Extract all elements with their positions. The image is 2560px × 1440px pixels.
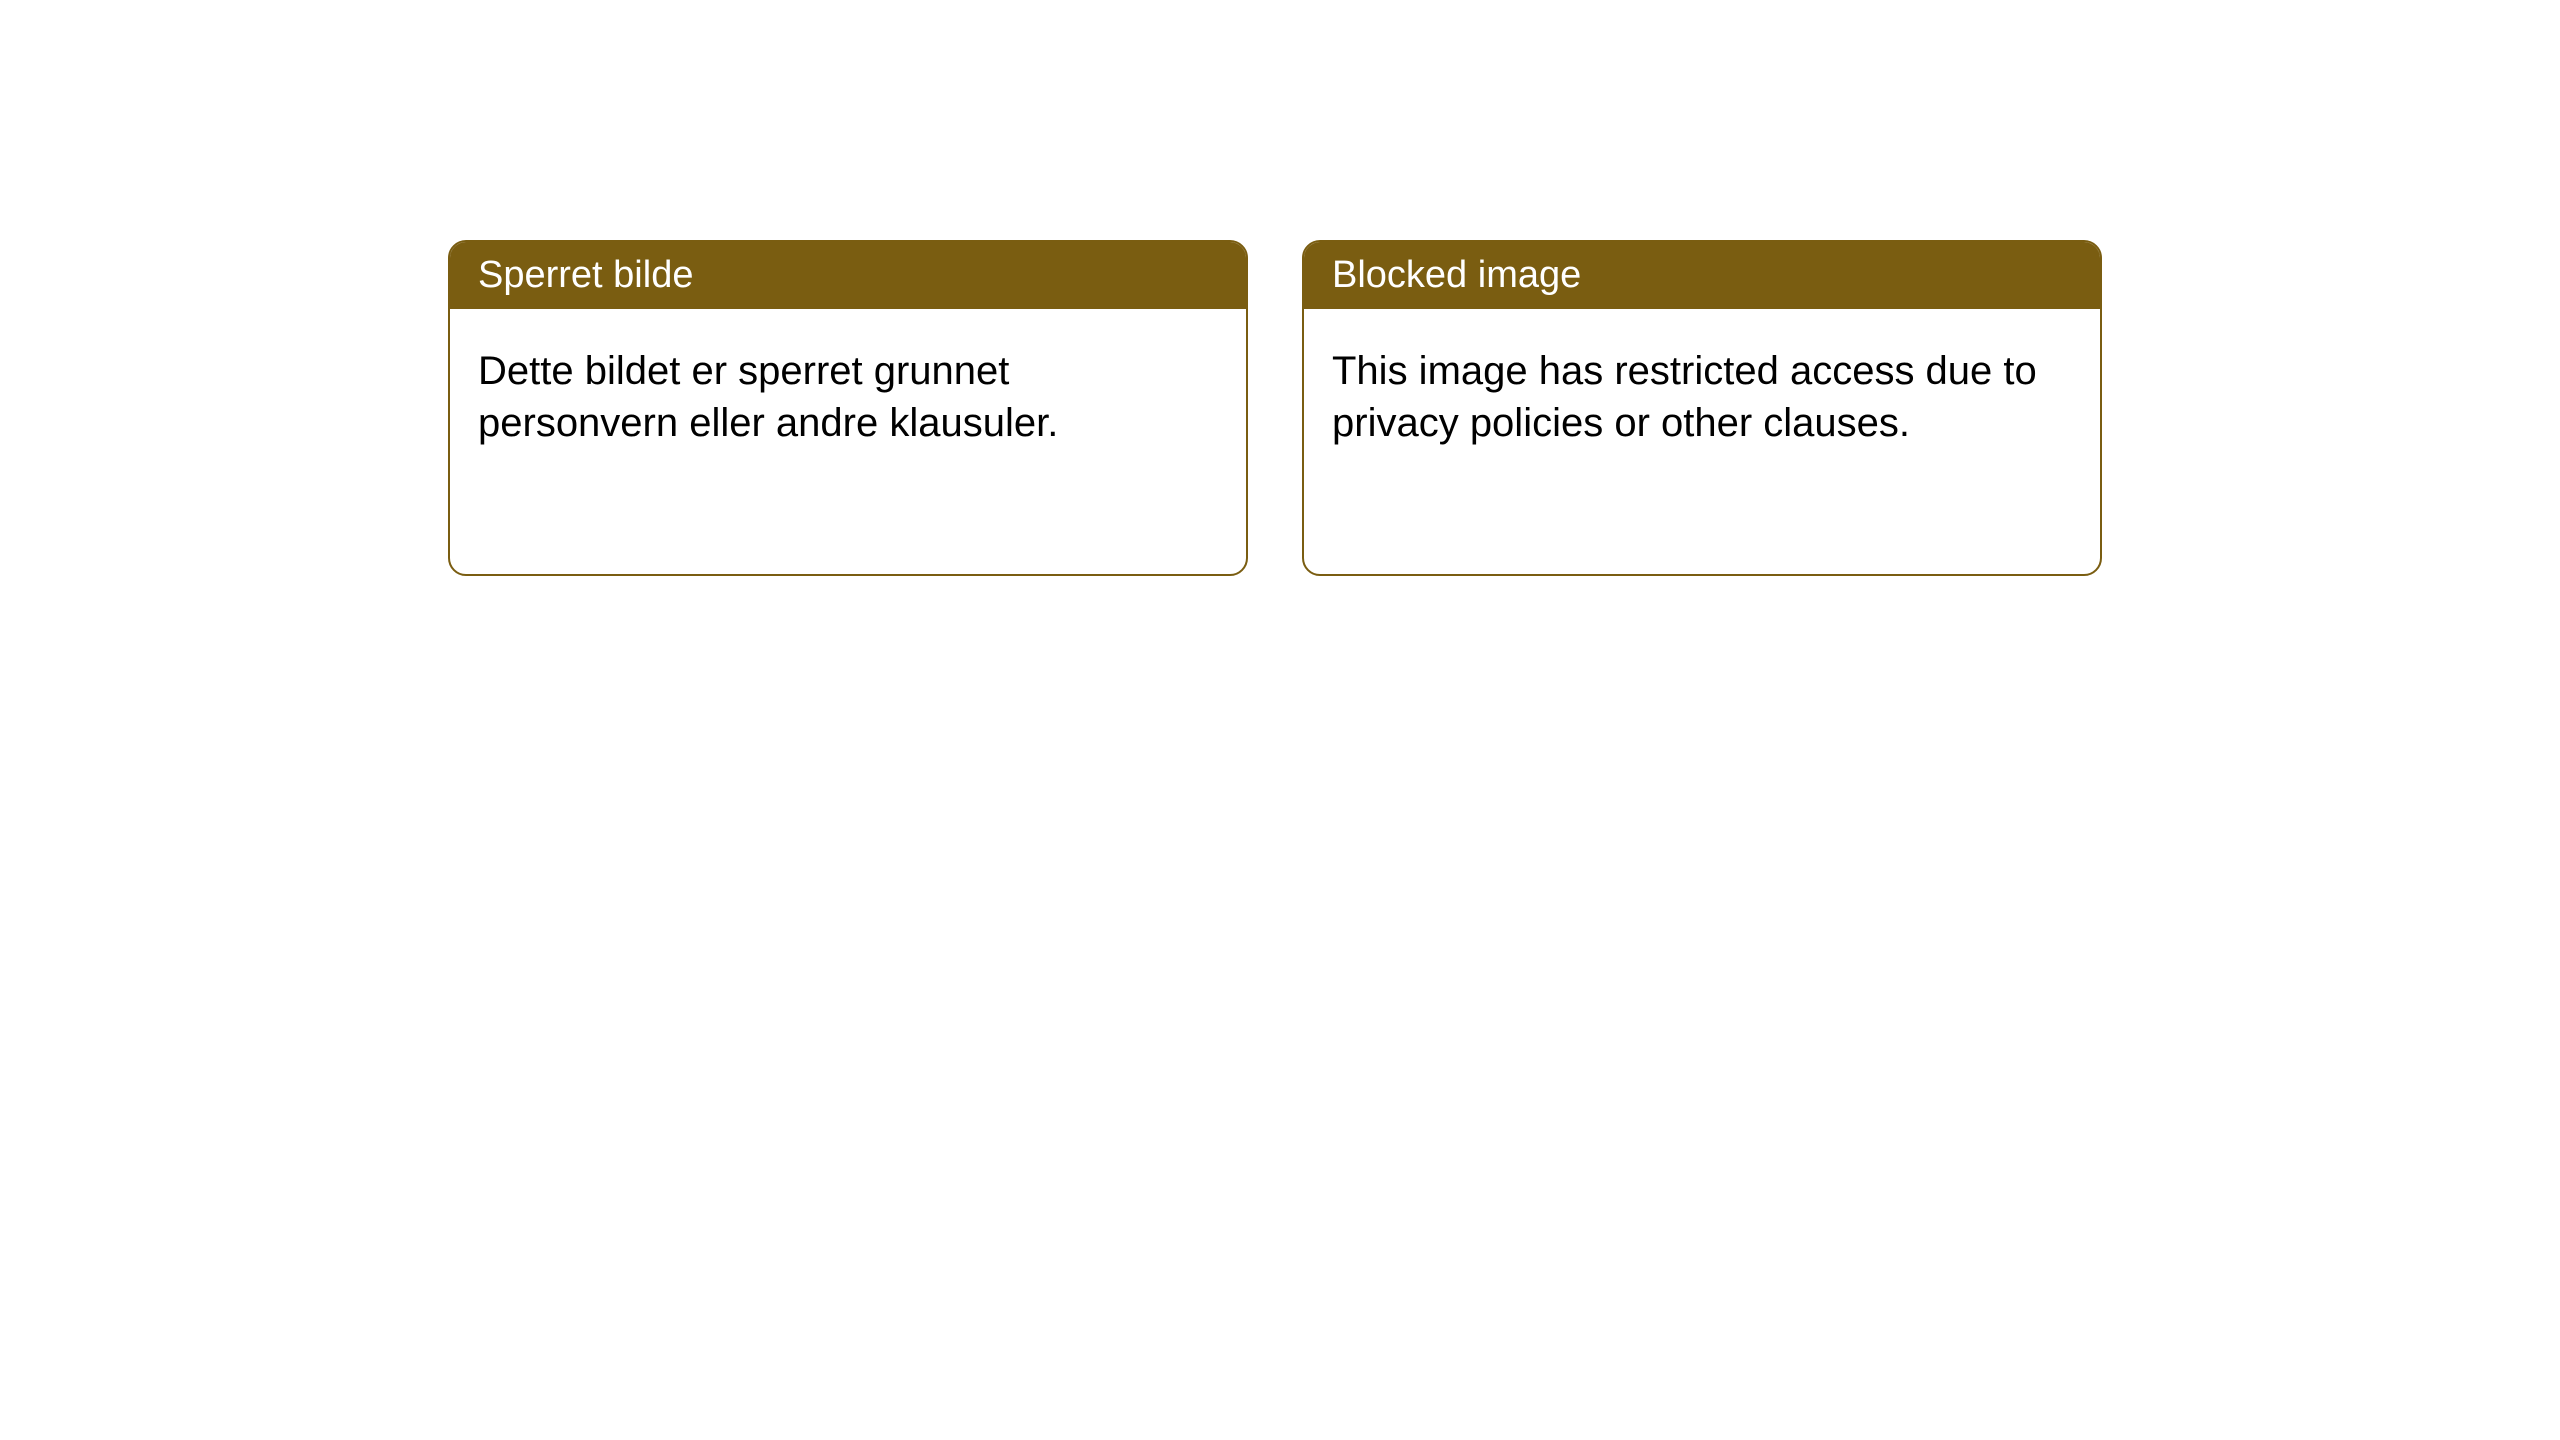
notice-card-english: Blocked image This image has restricted … — [1302, 240, 2102, 576]
notice-title: Sperret bilde — [450, 242, 1246, 309]
notice-container: Sperret bilde Dette bildet er sperret gr… — [0, 0, 2560, 576]
notice-title: Blocked image — [1304, 242, 2100, 309]
notice-body: Dette bildet er sperret grunnet personve… — [450, 309, 1246, 485]
notice-body: This image has restricted access due to … — [1304, 309, 2100, 485]
notice-card-norwegian: Sperret bilde Dette bildet er sperret gr… — [448, 240, 1248, 576]
